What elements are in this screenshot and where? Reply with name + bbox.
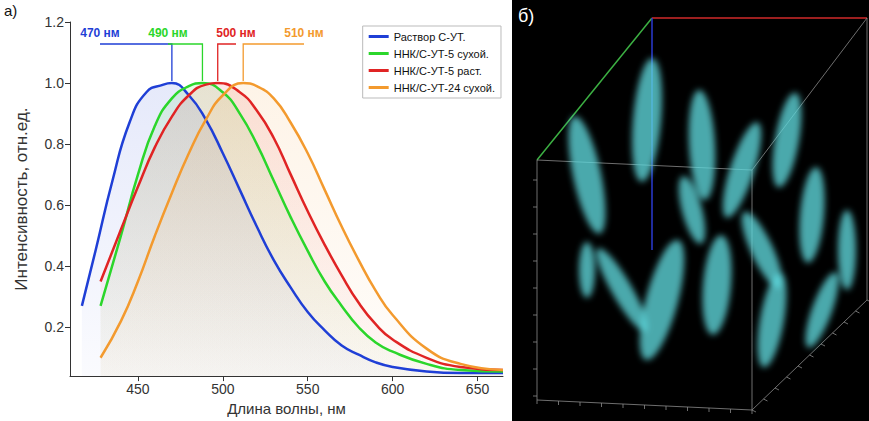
svg-text:ННК/С-УТ-5 раст.: ННК/С-УТ-5 раст. — [394, 65, 482, 77]
svg-text:ННК/С-УТ-5 сухой.: ННК/С-УТ-5 сухой. — [394, 48, 489, 60]
svg-text:650: 650 — [466, 381, 490, 397]
svg-text:600: 600 — [381, 381, 405, 397]
svg-text:а): а) — [4, 2, 17, 19]
svg-text:0.8: 0.8 — [45, 136, 65, 152]
svg-text:Интенсивность, отн.ед.: Интенсивность, отн.ед. — [12, 107, 31, 290]
svg-text:490 нм: 490 нм — [148, 26, 188, 40]
svg-text:1.0: 1.0 — [45, 75, 65, 91]
svg-text:0.4: 0.4 — [45, 258, 65, 274]
svg-text:470 нм: 470 нм — [80, 26, 120, 40]
svg-text:0.2: 0.2 — [45, 319, 65, 335]
svg-text:Раствор С-УТ.: Раствор С-УТ. — [394, 31, 466, 43]
svg-text:ННК/С-УТ-24 сухой.: ННК/С-УТ-24 сухой. — [394, 82, 495, 94]
svg-text:450: 450 — [126, 381, 150, 397]
svg-text:Длина волны, нм: Длина волны, нм — [227, 400, 346, 417]
svg-text:500: 500 — [211, 381, 235, 397]
svg-text:1.2: 1.2 — [45, 14, 65, 30]
svg-text:510 нм: 510 нм — [284, 26, 324, 40]
svg-text:500 нм: 500 нм — [216, 26, 256, 40]
svg-text:0.6: 0.6 — [45, 197, 65, 213]
svg-text:550: 550 — [296, 381, 320, 397]
svg-text:б): б) — [518, 6, 534, 26]
